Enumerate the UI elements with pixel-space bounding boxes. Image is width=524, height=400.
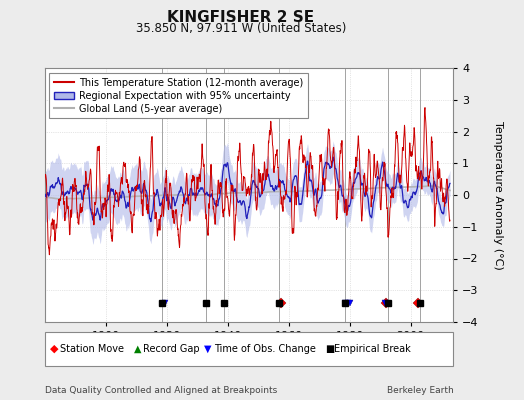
Text: 35.850 N, 97.911 W (United States): 35.850 N, 97.911 W (United States) <box>136 22 346 35</box>
Text: Time of Obs. Change: Time of Obs. Change <box>214 344 315 354</box>
Text: Station Move: Station Move <box>60 344 124 354</box>
Text: Berkeley Earth: Berkeley Earth <box>387 386 453 395</box>
Text: Empirical Break: Empirical Break <box>334 344 411 354</box>
Text: ◆: ◆ <box>50 344 58 354</box>
Y-axis label: Temperature Anomaly (°C): Temperature Anomaly (°C) <box>493 121 503 269</box>
Text: KINGFISHER 2 SE: KINGFISHER 2 SE <box>168 10 314 25</box>
Legend: This Temperature Station (12-month average), Regional Expectation with 95% uncer: This Temperature Station (12-month avera… <box>49 73 308 118</box>
Text: ■: ■ <box>325 344 334 354</box>
Text: Data Quality Controlled and Aligned at Breakpoints: Data Quality Controlled and Aligned at B… <box>45 386 277 395</box>
Text: ▲: ▲ <box>134 344 141 354</box>
Text: Record Gap: Record Gap <box>143 344 200 354</box>
Text: ▼: ▼ <box>204 344 212 354</box>
